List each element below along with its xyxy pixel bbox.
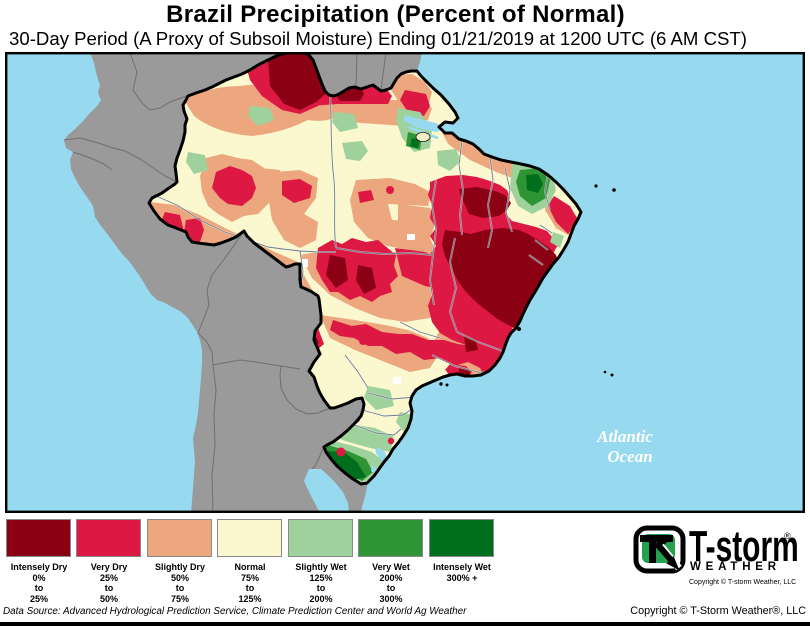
- svg-text:Ocean: Ocean: [607, 447, 652, 466]
- svg-text:Copyright © T-storm Weather, L: Copyright © T-storm Weather, LLC: [689, 578, 796, 586]
- svg-text:WEATHER: WEATHER: [690, 561, 781, 573]
- svg-text:T-storm: T-storm: [689, 522, 799, 570]
- svg-text:®: ®: [784, 531, 791, 541]
- svg-text:Atlantic: Atlantic: [596, 427, 653, 446]
